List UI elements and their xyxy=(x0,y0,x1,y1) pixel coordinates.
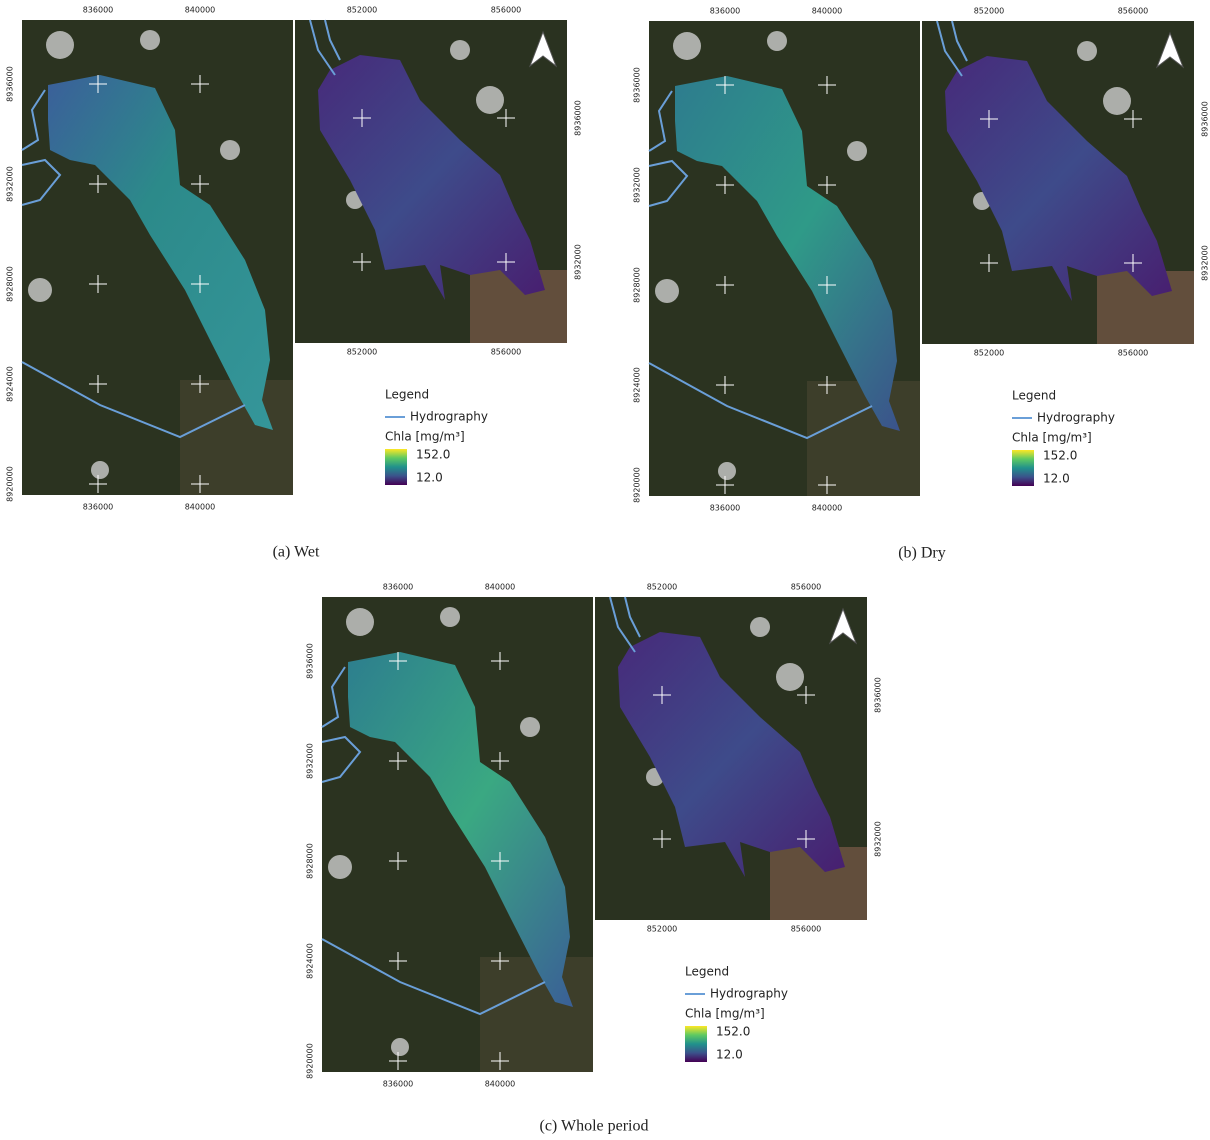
colorbar-label: 152.0 xyxy=(1043,449,1077,463)
y-tick-label: 8924000 xyxy=(306,943,315,979)
x-tick-label: 856000 xyxy=(791,925,822,934)
cloud xyxy=(718,462,736,480)
legend-label: Chla [mg/m³] xyxy=(1012,431,1092,445)
cloud xyxy=(328,855,352,879)
cloud xyxy=(673,32,701,60)
x-tick-label: 840000 xyxy=(812,7,843,16)
x-tick-label: 840000 xyxy=(185,6,216,15)
colorbar-label: 12.0 xyxy=(716,1048,743,1062)
cloud xyxy=(776,663,804,691)
fields xyxy=(480,957,593,1072)
cloud xyxy=(767,31,787,51)
x-tick-label: 840000 xyxy=(812,504,843,513)
y-tick-label: 8936000 xyxy=(574,100,583,136)
legend-label: Hydrography xyxy=(710,987,788,1001)
y-tick-label: 8936000 xyxy=(6,66,15,102)
y-tick-label: 8928000 xyxy=(6,266,15,302)
y-tick-label: 8932000 xyxy=(574,244,583,280)
x-tick-label: 836000 xyxy=(83,503,114,512)
x-tick-label: 852000 xyxy=(347,6,378,15)
map-panel: 836000 836000 840000 840000 8936000 8932000 89… xyxy=(633,7,1210,513)
x-tick-label: 836000 xyxy=(383,583,414,592)
y-tick-label: 8932000 xyxy=(874,821,883,857)
x-tick-label: 852000 xyxy=(974,7,1005,16)
x-tick-label: 840000 xyxy=(485,1080,516,1089)
cloud xyxy=(46,31,74,59)
y-tick-label: 8924000 xyxy=(6,366,15,402)
colorbar xyxy=(685,1026,707,1062)
cloud xyxy=(655,279,679,303)
y-tick-label: 8932000 xyxy=(1201,245,1210,281)
legend-label: Hydrography xyxy=(1037,411,1115,425)
x-tick-label: 856000 xyxy=(491,6,522,15)
y-tick-label: 8928000 xyxy=(306,843,315,879)
y-tick-label: 8932000 xyxy=(633,167,642,203)
legend-label: Chla [mg/m³] xyxy=(685,1007,765,1021)
y-tick-label: 8924000 xyxy=(633,367,642,403)
y-tick-label: 8936000 xyxy=(306,643,315,679)
colorbar-label: 12.0 xyxy=(1043,472,1070,486)
map-panel: 836000 836000 840000 840000 8936000 8932000 89… xyxy=(6,6,583,512)
x-tick-label: 852000 xyxy=(647,925,678,934)
caption: (b) Dry xyxy=(898,545,946,562)
legend-title: Legend xyxy=(385,388,429,402)
colorbar xyxy=(1012,450,1034,486)
cloud xyxy=(520,717,540,737)
legend-title: Legend xyxy=(685,965,729,979)
cloud xyxy=(1103,87,1131,115)
caption: (c) Whole period xyxy=(540,1118,649,1135)
x-tick-label: 856000 xyxy=(491,348,522,357)
x-tick-label: 852000 xyxy=(647,583,678,592)
cloud xyxy=(220,140,240,160)
cloud xyxy=(1077,41,1097,61)
x-tick-label: 852000 xyxy=(974,349,1005,358)
x-tick-label: 856000 xyxy=(791,583,822,592)
cloud xyxy=(91,461,109,479)
y-tick-label: 8932000 xyxy=(306,743,315,779)
x-tick-label: 836000 xyxy=(83,6,114,15)
legend-label: Chla [mg/m³] xyxy=(385,430,465,444)
cloud xyxy=(346,608,374,636)
y-tick-label: 8936000 xyxy=(874,677,883,713)
y-tick-label: 8920000 xyxy=(306,1043,315,1079)
y-tick-label: 8920000 xyxy=(633,467,642,503)
cloud xyxy=(450,40,470,60)
y-tick-label: 8936000 xyxy=(1201,101,1210,137)
colorbar-label: 152.0 xyxy=(716,1025,750,1039)
y-tick-label: 8936000 xyxy=(633,67,642,103)
cloud xyxy=(476,86,504,114)
x-tick-label: 856000 xyxy=(1118,349,1149,358)
x-tick-label: 836000 xyxy=(710,7,741,16)
colorbar-label: 12.0 xyxy=(416,471,443,485)
x-tick-label: 836000 xyxy=(710,504,741,513)
cloud xyxy=(140,30,160,50)
legend-label: Hydrography xyxy=(410,410,488,424)
cloud xyxy=(847,141,867,161)
cloud xyxy=(391,1038,409,1056)
fields xyxy=(180,380,293,495)
colorbar-label: 152.0 xyxy=(416,448,450,462)
cloud xyxy=(28,278,52,302)
x-tick-label: 840000 xyxy=(185,503,216,512)
x-tick-label: 836000 xyxy=(383,1080,414,1089)
x-tick-label: 856000 xyxy=(1118,7,1149,16)
fields xyxy=(807,381,920,496)
x-tick-label: 840000 xyxy=(485,583,516,592)
map-panel: 836000 836000 840000 840000 8936000 8932000 89… xyxy=(306,583,883,1089)
colorbar xyxy=(385,449,407,485)
figure: 836000 836000 840000 840000 8936000 8932000 89… xyxy=(0,0,1210,1140)
cloud xyxy=(750,617,770,637)
x-tick-label: 852000 xyxy=(347,348,378,357)
y-tick-label: 8920000 xyxy=(6,466,15,502)
cloud xyxy=(440,607,460,627)
y-tick-label: 8932000 xyxy=(6,166,15,202)
y-tick-label: 8928000 xyxy=(633,267,642,303)
caption: (a) Wet xyxy=(273,544,320,561)
legend-title: Legend xyxy=(1012,389,1056,403)
